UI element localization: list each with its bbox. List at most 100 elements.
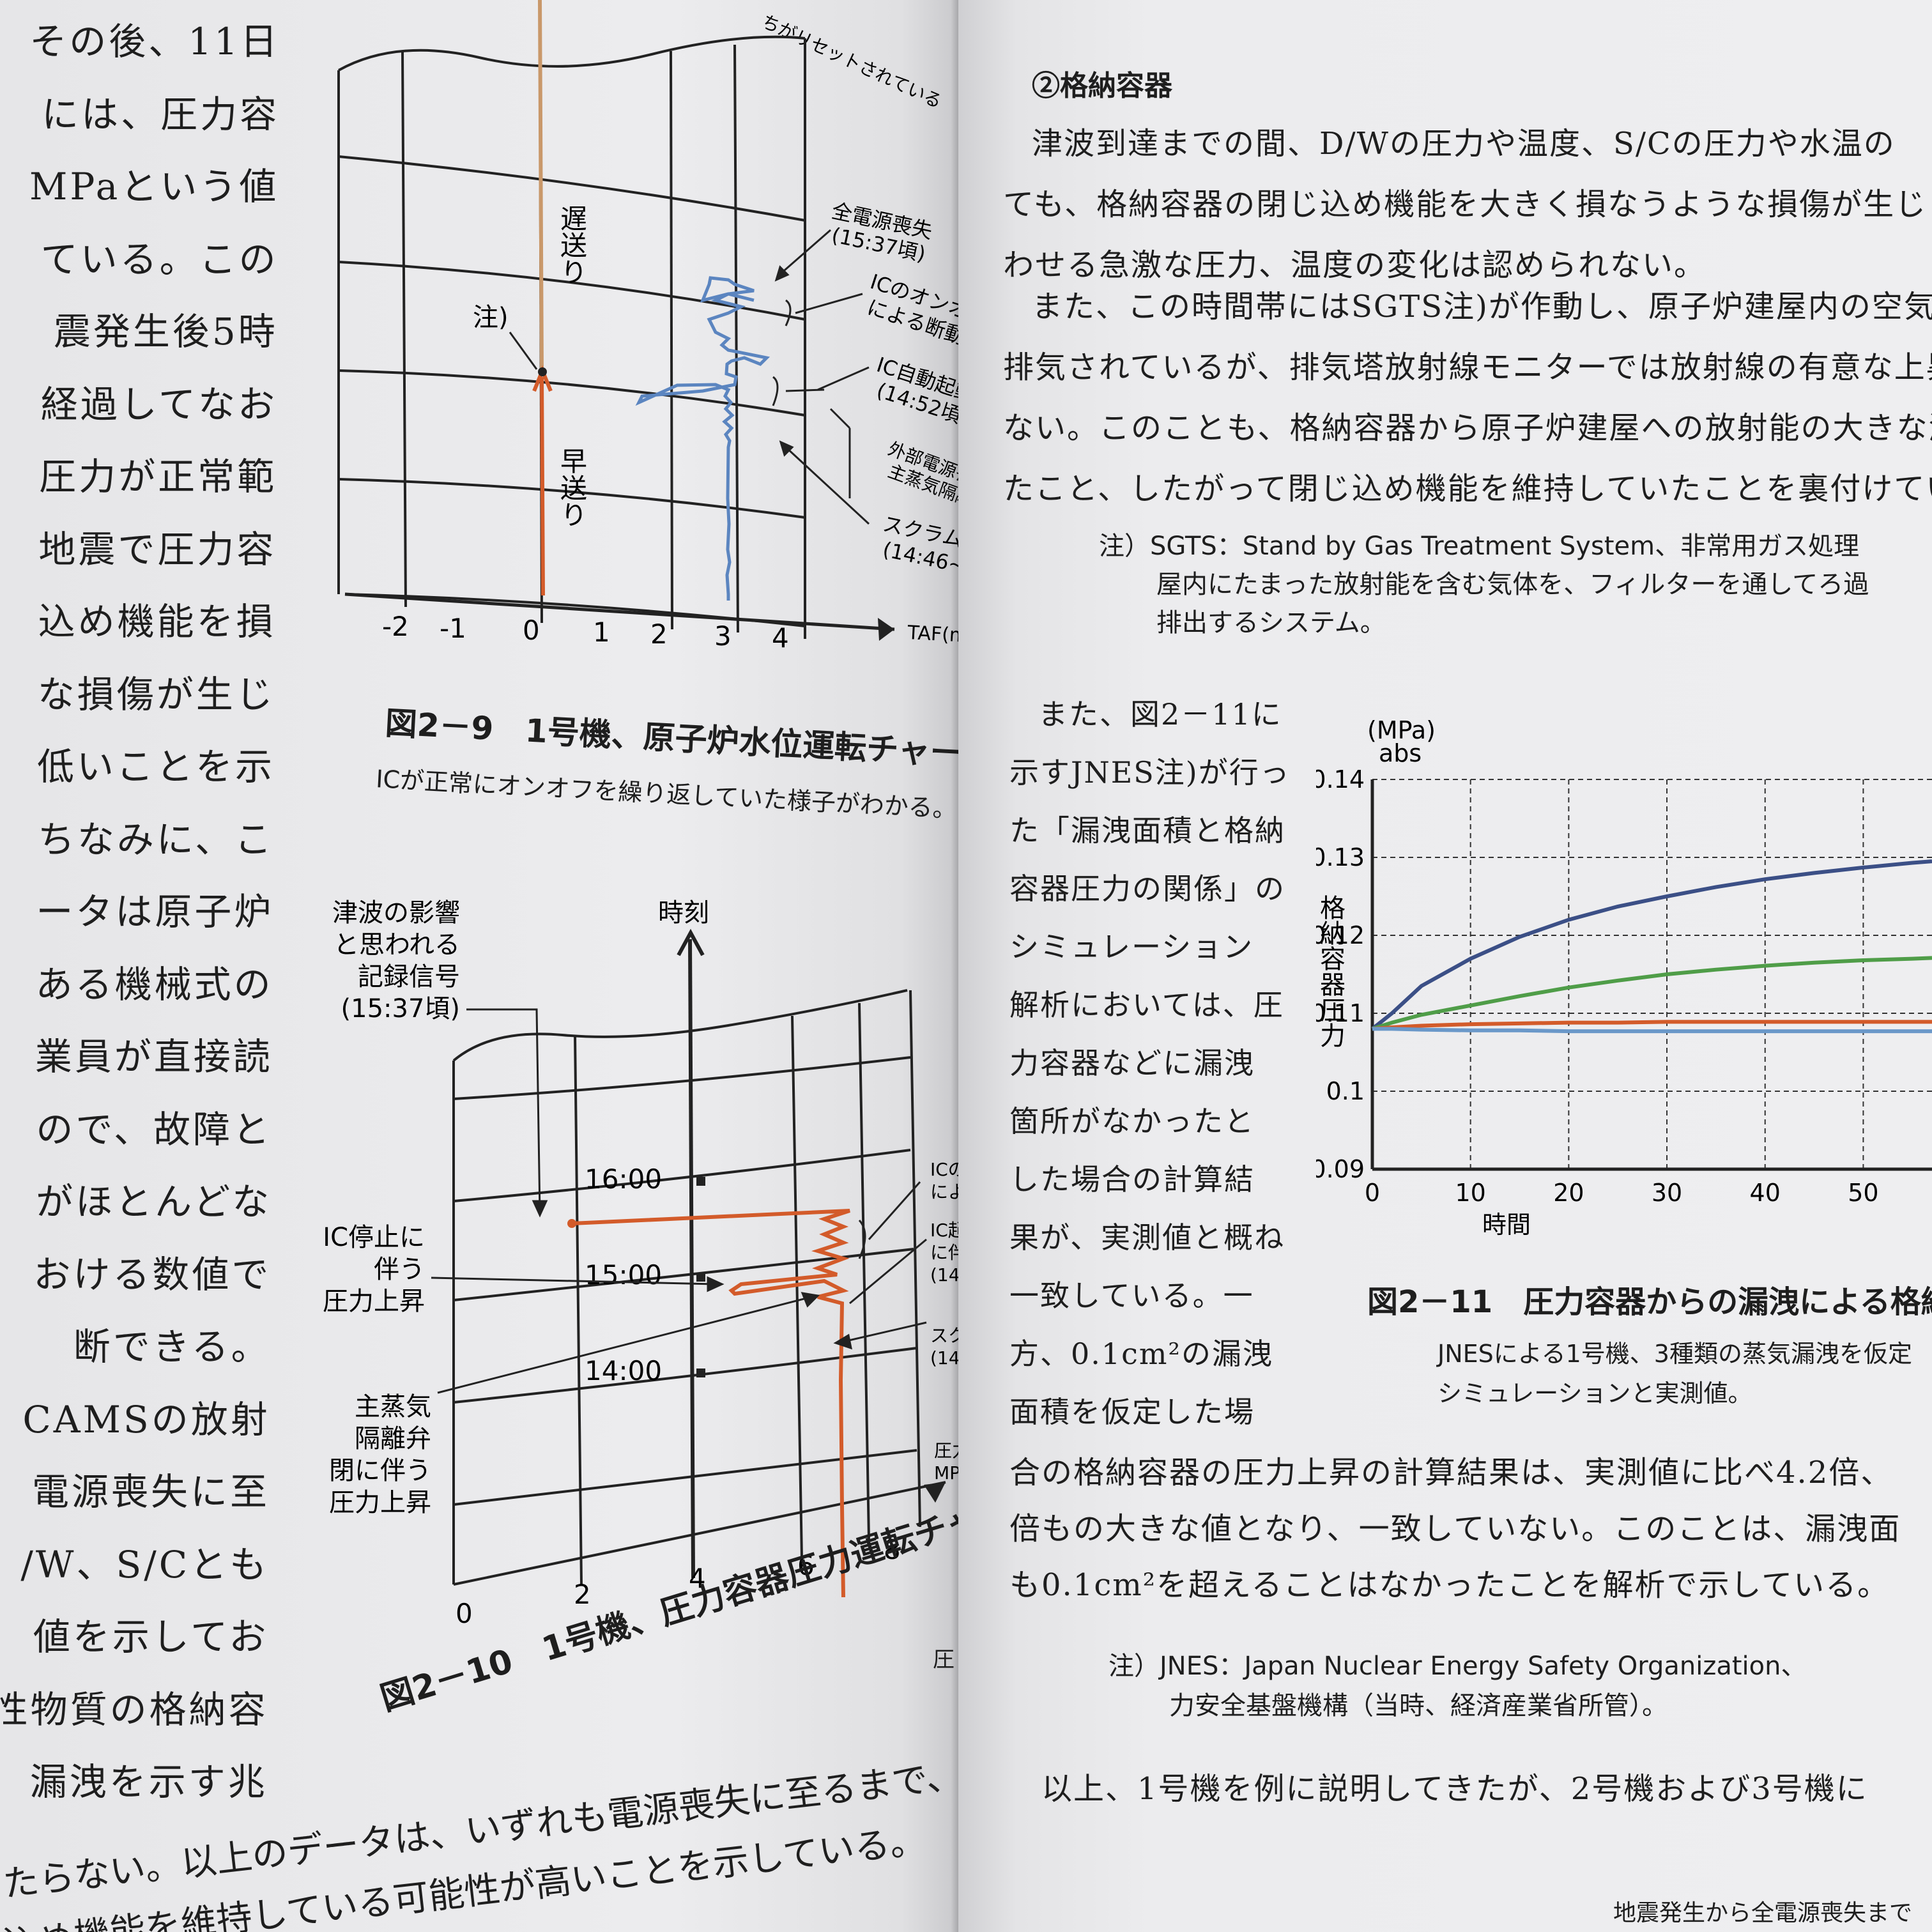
text-line: 面積を仮定した場: [1009, 1395, 1255, 1429]
fig11-grid: [1370, 779, 1932, 1171]
left-column-line: 震発生後5時: [53, 310, 278, 353]
fig10-grid: [453, 990, 946, 1586]
text-line: ても、格納容器の閉じ込め機能を大きく損なうような損傷が生じ: [1003, 187, 1928, 222]
left-column-line: 込め機能を損: [38, 600, 276, 643]
fig11-x-ticks: 0 10 20 30 40 50: [1365, 1179, 1879, 1207]
fig10-paper-top: [452, 989, 908, 1062]
fig10-r7: (14:46: [930, 1347, 958, 1368]
text-line: また、この時間帯にはSGTS注)が作動し、原子炉建屋内の空気が: [1032, 289, 1932, 325]
fig9-x-tick: 2: [650, 618, 668, 650]
fig11-series-line-1: [1371, 859, 1932, 1031]
left-column-line: には、圧力容: [42, 92, 280, 136]
text-line: 力容器などに漏洩: [1009, 1046, 1255, 1080]
fig10-x-tick: 8: [884, 1534, 901, 1565]
fig10-time-ticks: 16:00 15:00 14:00: [585, 1163, 705, 1386]
left-column-line: /W、S/Cとも: [20, 1542, 270, 1586]
left-column-line: おける数値で: [33, 1252, 272, 1296]
left-column-line: 地震で圧力容: [38, 527, 277, 571]
fig10-ic-stop-2: 伴う: [374, 1255, 425, 1284]
fig-2-11-leak-chart: (MPa) abs 0.14 0.13 0.12 0.11 0.1 0.09 0 10 20 3…: [1316, 716, 1932, 1239]
text-line: 屋内にたまった放射能を含む気体を、フィルターを通してろ過: [1156, 570, 1869, 599]
fig9-x-tick: 4: [772, 622, 789, 654]
fig11-y-tick: 0.12: [1316, 921, 1365, 949]
fig10-r3: IC起動と: [930, 1220, 958, 1241]
left-column-line: 漏洩を示す兆: [29, 1760, 268, 1804]
text-line: また、図2－11に: [1038, 697, 1282, 732]
fig10-time-tick: 15:00: [585, 1259, 662, 1291]
fig11-x-tick: 10: [1455, 1179, 1486, 1207]
text-line: 解析においては、圧: [1009, 988, 1284, 1022]
left-column-line: ている。この: [40, 237, 279, 281]
fig10-right-labels: ICのオン による断 IC起動と に伴う減 (14:53 スクラム (14:46…: [930, 1159, 958, 1483]
fig10-r6: スクラム: [930, 1325, 958, 1346]
fig11-y-tick: 0.11: [1316, 999, 1365, 1027]
fig11-yunit-1: (MPa): [1367, 716, 1436, 744]
section-heading: ②格納容器: [1032, 70, 1172, 102]
fig11-y-tick: 0.09: [1316, 1155, 1365, 1183]
left-column-line: ちなみに、こ: [37, 817, 275, 861]
fig9-x-tick: -2: [382, 611, 409, 642]
fig10-left-labels: 津波の影響 と思われる 記録信号 (15:37頃) IC停止に 伴う 圧力上昇 …: [323, 898, 460, 1517]
left-column-line: 低いことを示: [36, 745, 275, 788]
text-line: も0.1cm²を超えることはなかったことを解析で示している。: [1009, 1567, 1890, 1603]
left-column-line: な損傷が生じ: [37, 672, 275, 716]
text-line: 津波到達までの間、D/Wの圧力や温度、S/Cの圧力や水温の: [1032, 126, 1896, 162]
fig11-y-tick: 0.14: [1316, 765, 1365, 793]
fig10-x-tick: 0: [456, 1598, 473, 1629]
fig10-r2: による断: [930, 1181, 958, 1202]
fig9-fast-label: 早送り: [556, 447, 588, 528]
left-page: その後、11日 には、圧力容 MPaという値 ている。この 震発生後5時 経過してなお 圧力…: [0, 0, 958, 1932]
fig9-x-tick: 3: [714, 620, 732, 652]
text-line: 排気されているが、排気塔放射線モニターでは放射線の有意な上昇: [1003, 349, 1932, 385]
left-column-line: MPaという値: [29, 165, 279, 208]
text-line: 一致している。一: [1009, 1278, 1254, 1313]
left-column-line: ので、故障と: [36, 1107, 272, 1151]
fig10-r9: MP: [934, 1462, 958, 1483]
fig11-yunit-2: abs: [1379, 739, 1422, 767]
text-line: ない。このことも、格納容器から原子炉建屋への放射能の大きな漏: [1003, 410, 1932, 446]
fig10-msiv-1: 主蒸気: [355, 1392, 431, 1422]
fig10-tsunami-2: と思われる: [334, 930, 460, 960]
text-line: した場合の計算結: [1009, 1162, 1255, 1197]
text-line: 果が、実測値と概ね: [1009, 1220, 1285, 1255]
text-line: 倍もの大きな値となり、一致していない。このことは、漏洩面: [1009, 1511, 1901, 1547]
left-column-line: 業員が直接読: [34, 1035, 273, 1078]
text-line: 力安全基盤機構（当時、経済産業省所管）。: [1169, 1691, 1667, 1721]
fig9-x-tick: 0: [523, 615, 540, 646]
text-line: 方、0.1cm²の漏洩: [1009, 1337, 1273, 1371]
right-footer: 地震発生から全電源喪失まで: [1613, 1900, 1913, 1926]
fig9-x-tick: -1: [440, 613, 466, 644]
fig11-x-tick: 40: [1750, 1179, 1781, 1207]
fig11-series-line-2: [1372, 956, 1932, 1031]
text-line: 注）JNES：Japan Nuclear Energy Safety Organ…: [1108, 1652, 1807, 1681]
fig10-tsunami-4: (15:37頃): [341, 994, 460, 1023]
text-line: 箇所がなかったと: [1009, 1104, 1255, 1138]
fig9-level-trace: [635, 276, 770, 601]
left-column-line: その後、11日: [29, 20, 280, 63]
fig11-x-tick: 20: [1553, 1179, 1584, 1207]
fig11-y-ticks: 0.14 0.13 0.12 0.11 0.1 0.09: [1316, 765, 1365, 1183]
text-line: シミュレーション: [1009, 930, 1254, 964]
fig-2-10-pressure-chart: 時刻 16:00 15:00 14:00 0 2 4 6 8: [323, 898, 958, 1629]
fig11-series-line-3: [1372, 1020, 1932, 1031]
text-line: 排出するシステム。: [1156, 608, 1386, 638]
fig10-time-tick: 14:00: [585, 1355, 662, 1386]
fig10-time-tick-mark: [696, 1368, 705, 1377]
text-line: たこと、したがって閉じ込め機能を維持していたことを裏付けてい: [1003, 471, 1932, 507]
fig9-delay-label: 遅送り: [556, 204, 588, 285]
fig9-note-label: 注): [473, 303, 509, 332]
fig10-time-tick-mark: [696, 1177, 705, 1186]
fig10-time-tick-mark: [696, 1273, 705, 1282]
fig11-title: 図2－11 圧力容器からの漏洩による格納: [1367, 1284, 1932, 1320]
fig10-msiv-3: 閉に伴う: [329, 1456, 431, 1485]
fig10-ic-stop-3: 圧力上昇: [323, 1287, 425, 1316]
fig10-r1: ICのオン: [930, 1159, 958, 1180]
fig11-y-tick: 0.13: [1316, 843, 1365, 871]
left-column-line: 圧力が正常範: [39, 455, 277, 498]
fig11-x-tick: 0: [1365, 1179, 1380, 1207]
left-column-line: ータは原子炉: [36, 890, 274, 933]
fig10-tsunami-3: 記録信号: [358, 962, 460, 992]
left-column-line: 断できる。: [73, 1325, 271, 1368]
fig10-pressure-trace: [571, 1209, 850, 1598]
